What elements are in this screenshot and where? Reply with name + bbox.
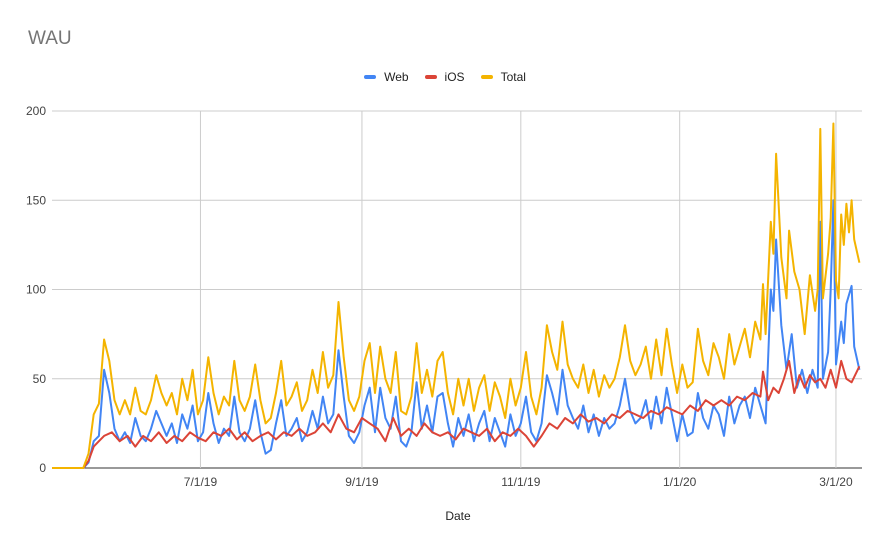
series-line-web[interactable] — [52, 199, 861, 469]
legend: Web iOS Total — [0, 70, 890, 84]
y-tick-label: 50 — [33, 372, 47, 386]
x-tick-label: 3/1/20 — [819, 475, 853, 489]
x-tick-label: 1/1/20 — [663, 475, 697, 489]
legend-swatch-total — [480, 75, 493, 79]
legend-item-web[interactable]: Web — [364, 70, 409, 84]
y-tick-label: 150 — [26, 193, 46, 207]
x-tick-label: 7/1/19 — [184, 475, 218, 489]
y-tick-label: 0 — [39, 461, 46, 475]
y-tick-label: 100 — [26, 283, 46, 297]
x-tick-label: 11/1/19 — [501, 475, 540, 489]
x-axis-title: Date — [445, 509, 471, 523]
axes: 0 50 100 150 200 7/1/19 9/1/19 11/1/19 1/1/20 3/1… — [26, 104, 853, 489]
legend-swatch-web — [364, 75, 377, 79]
legend-swatch-ios — [424, 75, 437, 79]
series-line-ios[interactable] — [52, 359, 861, 469]
legend-item-total[interactable]: Total — [480, 70, 526, 84]
y-tick-label: 200 — [26, 104, 46, 118]
legend-item-ios[interactable]: iOS — [424, 70, 465, 84]
legend-label-web: Web — [384, 70, 409, 84]
series-line-total[interactable] — [52, 122, 861, 469]
gridlines — [52, 110, 862, 469]
series-lines — [52, 122, 861, 469]
legend-label-ios: iOS — [444, 70, 465, 84]
legend-label-total: Total — [500, 70, 526, 84]
x-tick-label: 9/1/19 — [345, 475, 379, 489]
chart-title: WAU — [28, 28, 72, 49]
